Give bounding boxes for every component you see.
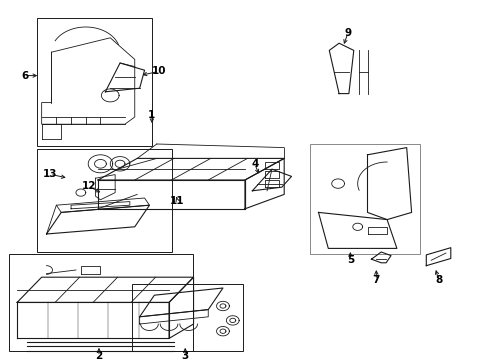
Text: 11: 11 [170,195,185,206]
Text: 1: 1 [148,110,155,120]
Bar [37,18,152,146]
Text: 9: 9 [344,28,351,38]
Text: 10: 10 [152,66,167,76]
Text: 12: 12 [82,181,97,192]
Bar [132,284,243,351]
Text: 5: 5 [347,255,354,265]
Text: 13: 13 [43,169,57,179]
Bar [310,144,420,254]
Bar [37,149,171,252]
Text: 6: 6 [22,71,29,81]
Bar [9,254,193,351]
Text: 7: 7 [372,275,380,285]
Text: 2: 2 [96,351,102,360]
Text: 3: 3 [182,351,189,360]
Text: 4: 4 [251,159,259,169]
Text: 8: 8 [435,275,442,285]
